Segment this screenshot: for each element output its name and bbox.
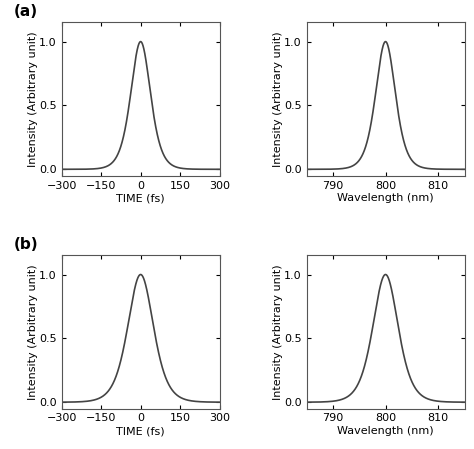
Y-axis label: Intensity (Arbitrary unit): Intensity (Arbitrary unit): [273, 264, 283, 400]
Text: (b): (b): [14, 237, 39, 252]
Y-axis label: Intensity (Arbitrary unit): Intensity (Arbitrary unit): [28, 31, 38, 167]
Y-axis label: Intensity (Arbitrary unit): Intensity (Arbitrary unit): [28, 264, 38, 400]
X-axis label: Wavelength (nm): Wavelength (nm): [337, 194, 434, 203]
Y-axis label: Intensity (Arbitrary unit): Intensity (Arbitrary unit): [273, 31, 283, 167]
Text: (a): (a): [14, 4, 38, 19]
X-axis label: TIME (fs): TIME (fs): [116, 194, 165, 203]
X-axis label: TIME (fs): TIME (fs): [116, 426, 165, 436]
X-axis label: Wavelength (nm): Wavelength (nm): [337, 426, 434, 436]
